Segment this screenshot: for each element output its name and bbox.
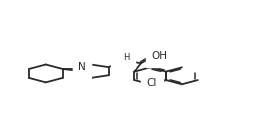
Text: H: H — [123, 53, 130, 62]
Text: N: N — [117, 52, 124, 62]
Text: N: N — [78, 60, 86, 70]
Text: N: N — [78, 62, 86, 72]
Text: OH: OH — [151, 51, 167, 61]
Text: N: N — [148, 82, 155, 92]
Text: Cl: Cl — [147, 78, 157, 88]
